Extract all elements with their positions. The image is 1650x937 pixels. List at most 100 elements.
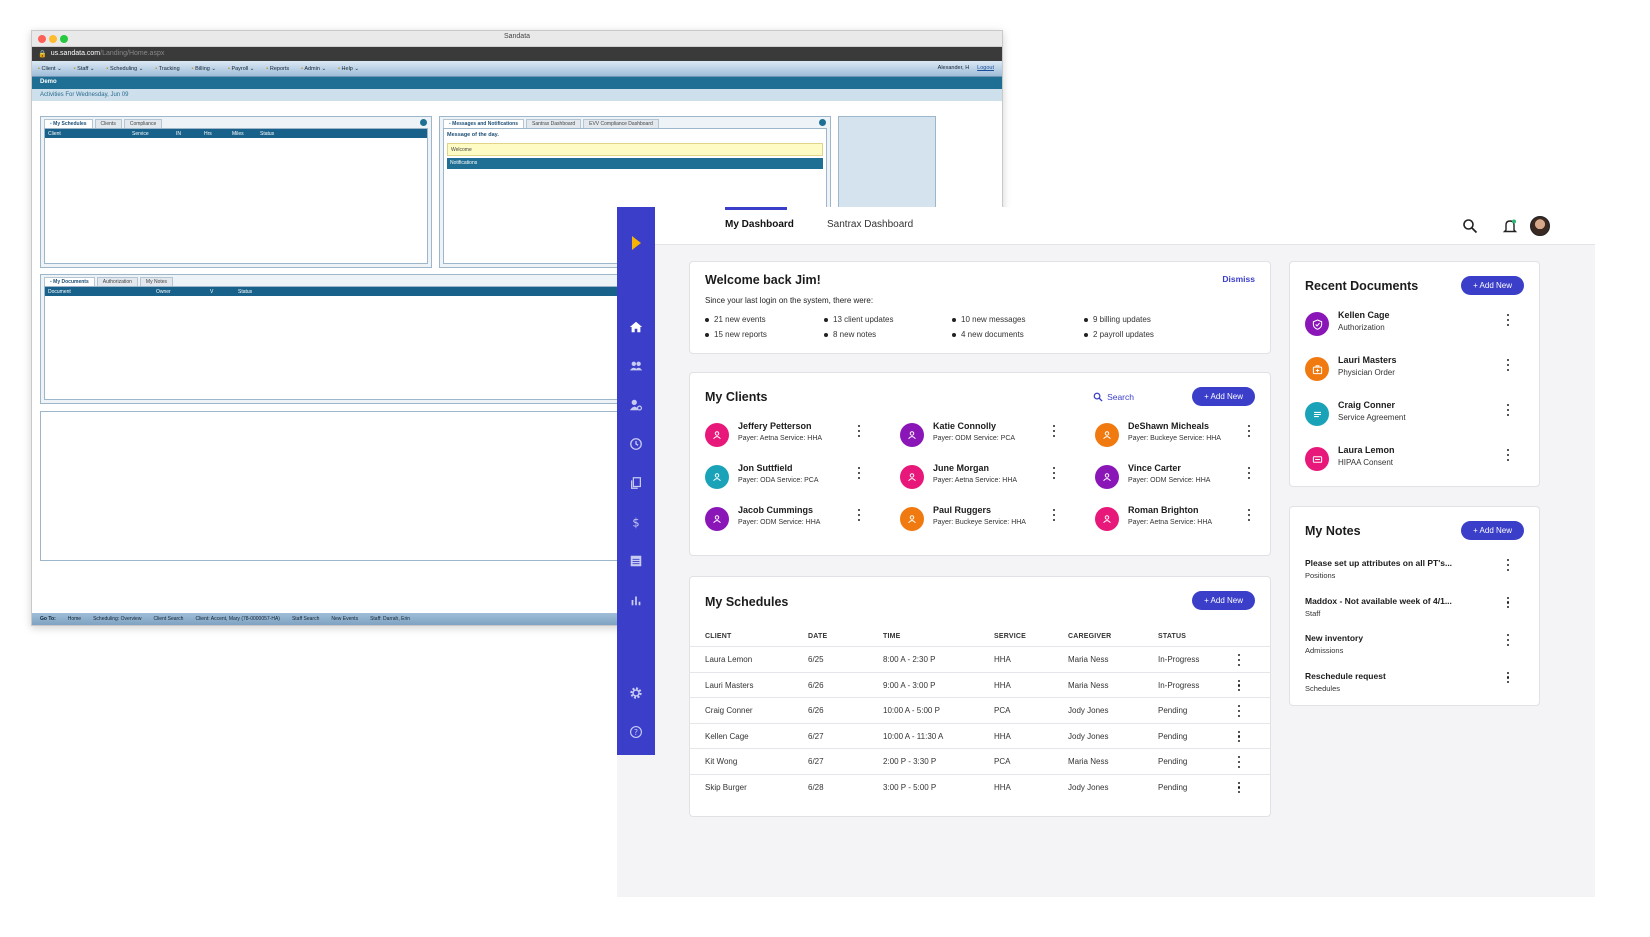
dismiss-button[interactable]: Dismiss xyxy=(1222,274,1255,284)
tab-my-documents[interactable]: My Documents xyxy=(44,277,95,286)
more-options-icon[interactable] xyxy=(1049,509,1059,521)
sidebar-item-staff[interactable] xyxy=(617,393,655,417)
menu-reports[interactable]: Reports xyxy=(266,66,289,72)
add-note-button[interactable]: + Add New xyxy=(1461,521,1524,540)
menu-tracking[interactable]: Tracking xyxy=(155,66,180,72)
more-options-icon[interactable] xyxy=(1234,730,1244,743)
more-options-icon[interactable] xyxy=(1234,654,1244,666)
clients-search-link[interactable]: Search xyxy=(1093,392,1134,402)
more-options-icon[interactable] xyxy=(1234,781,1244,794)
bell-icon[interactable] xyxy=(1502,218,1518,234)
table-row[interactable]: Skip Burger 6/28 3:00 P - 5:00 P HHA Jody Jo… xyxy=(690,773,1270,800)
more-options-icon[interactable] xyxy=(1503,596,1513,609)
sidebar-item-billing[interactable]: $ xyxy=(617,510,655,534)
table-row[interactable]: Kit Wong 6/27 2:00 P - 3:30 P PCA Maria Ness… xyxy=(690,748,1270,774)
table-row[interactable]: Kellen Cage 6/27 10:00 A - 11:30 A HHA Jody … xyxy=(690,722,1270,749)
legacy-user[interactable]: Alexander, H xyxy=(937,65,970,71)
sidebar-item-settings[interactable] xyxy=(617,681,655,705)
tab-my-dashboard[interactable]: My Dashboard xyxy=(725,219,794,230)
menu-help[interactable]: Help ⌄ xyxy=(338,66,359,72)
more-options-icon[interactable] xyxy=(1503,404,1513,416)
menu-admin[interactable]: Admin ⌄ xyxy=(301,66,326,72)
more-options-icon[interactable] xyxy=(1503,634,1513,646)
more-options-icon[interactable] xyxy=(1244,467,1254,479)
more-options-icon[interactable] xyxy=(854,509,864,521)
more-options-icon[interactable] xyxy=(1234,705,1244,717)
notifications-row[interactable]: Notifications xyxy=(447,158,823,169)
menu-client[interactable]: Client ⌄ xyxy=(38,66,61,72)
settings-icon[interactable] xyxy=(420,119,427,126)
settings-icon[interactable] xyxy=(819,119,826,126)
tab-authorization[interactable]: Authorization xyxy=(96,277,138,286)
footer-link-staff[interactable]: Staff: Darrah, Erin xyxy=(370,616,411,622)
document-item[interactable]: Laura Lemon HIPAA Consent xyxy=(1305,445,1515,485)
tab-santrax-dashboard[interactable]: Santrax Dashboard xyxy=(827,219,914,230)
note-item[interactable]: Maddox - Not available week of 4/1... Sta… xyxy=(1305,596,1515,628)
footer-link-home[interactable]: Home xyxy=(67,616,82,622)
note-item[interactable]: New inventory Admissions xyxy=(1305,633,1515,665)
table-row[interactable]: Laura Lemon 6/25 8:00 A - 2:30 P HHA Maria N… xyxy=(690,646,1270,672)
tab-my-notes[interactable]: My Notes xyxy=(139,277,174,286)
note-item[interactable]: Reschedule request Schedules xyxy=(1305,671,1515,703)
footer-link-staff-search[interactable]: Staff Search xyxy=(291,616,320,622)
tab-clients[interactable]: Clients xyxy=(94,119,122,128)
zoom-window-button[interactable] xyxy=(60,35,68,43)
menu-scheduling[interactable]: Scheduling ⌄ xyxy=(107,66,143,72)
welcome-row[interactable]: Welcome xyxy=(447,143,823,156)
footer-link-scheduling[interactable]: Scheduling: Overview xyxy=(93,616,142,622)
client-item[interactable]: Jon Suttfield Payer: ODA Service: PCA xyxy=(705,463,895,495)
sidebar-item-scheduling[interactable] xyxy=(617,432,655,456)
more-options-icon[interactable] xyxy=(854,467,864,479)
sidebar-item-home[interactable] xyxy=(617,315,655,339)
tab-messages[interactable]: Messages and Notifications xyxy=(443,119,525,128)
client-item[interactable]: Katie Connolly Payer: ODM Service: PCA xyxy=(900,421,1090,453)
menu-staff[interactable]: Staff ⌄ xyxy=(74,66,94,72)
more-options-icon[interactable] xyxy=(1503,671,1513,684)
note-item[interactable]: Please set up attributes on all PT's... P… xyxy=(1305,558,1515,590)
more-options-icon[interactable] xyxy=(1503,359,1513,371)
menu-billing[interactable]: Billing ⌄ xyxy=(192,66,216,72)
footer-link-client-search[interactable]: Client Search xyxy=(153,616,184,622)
tab-evv-dashboard[interactable]: EVV Compliance Dashboard xyxy=(583,119,659,128)
client-item[interactable]: DeShawn Micheals Payer: Buckeye Service: … xyxy=(1095,421,1285,453)
close-window-button[interactable] xyxy=(38,35,46,43)
more-options-icon[interactable] xyxy=(1503,449,1513,461)
more-options-icon[interactable] xyxy=(1234,679,1244,692)
client-item[interactable]: Roman Brighton Payer: Aetna Service: HHA xyxy=(1095,505,1285,537)
footer-link-new-events[interactable]: New Events xyxy=(331,616,359,622)
tab-santrax-dashboard[interactable]: Santrax Dashboard xyxy=(526,119,582,128)
tab-my-schedules[interactable]: My Schedules xyxy=(44,119,93,128)
client-item[interactable]: Jeffery Petterson Payer: Aetna Service: H… xyxy=(705,421,895,453)
more-options-icon[interactable] xyxy=(1049,425,1059,437)
user-avatar[interactable] xyxy=(1530,216,1550,236)
sidebar-item-reports[interactable] xyxy=(617,588,655,612)
tab-compliance[interactable]: Compliance xyxy=(123,119,163,128)
add-schedule-button[interactable]: + Add New xyxy=(1192,591,1255,610)
client-item[interactable]: June Morgan Payer: Aetna Service: HHA xyxy=(900,463,1090,495)
minimize-window-button[interactable] xyxy=(49,35,57,43)
sidebar-item-notes[interactable] xyxy=(617,549,655,573)
address-bar[interactable]: 🔒 us.sandata.com/Landing/Home.aspx xyxy=(32,47,1002,61)
sidebar-item-clients[interactable] xyxy=(617,354,655,378)
add-document-button[interactable]: + Add New xyxy=(1461,276,1524,295)
document-item[interactable]: Kellen Cage Authorization xyxy=(1305,310,1515,350)
footer-link-client[interactable]: Client: Accent, Mary (78-0000057-HA) xyxy=(195,616,280,622)
more-options-icon[interactable] xyxy=(854,425,864,437)
add-client-button[interactable]: + Add New xyxy=(1192,387,1255,406)
menu-payroll[interactable]: Payroll ⌄ xyxy=(228,66,254,72)
logout-link[interactable]: Logout xyxy=(977,65,994,71)
table-row[interactable]: Craig Conner 6/26 10:00 A - 5:00 P PCA Jody … xyxy=(690,697,1270,723)
sidebar-item-help[interactable]: ? xyxy=(617,720,655,744)
search-icon[interactable] xyxy=(1462,218,1478,234)
sidebar-item-documents[interactable] xyxy=(617,471,655,495)
client-item[interactable]: Paul Ruggers Payer: Buckeye Service: HHA xyxy=(900,505,1090,537)
more-options-icon[interactable] xyxy=(1503,559,1513,571)
more-options-icon[interactable] xyxy=(1244,509,1254,521)
expand-sidebar-button[interactable] xyxy=(617,231,655,255)
more-options-icon[interactable] xyxy=(1234,756,1244,768)
table-row[interactable]: Lauri Masters 6/26 9:00 A - 3:00 P HHA Maria… xyxy=(690,671,1270,698)
document-item[interactable]: Lauri Masters Physician Order xyxy=(1305,355,1515,395)
document-item[interactable]: Craig Conner Service Agreement xyxy=(1305,400,1515,440)
more-options-icon[interactable] xyxy=(1244,425,1254,437)
more-options-icon[interactable] xyxy=(1049,467,1059,479)
